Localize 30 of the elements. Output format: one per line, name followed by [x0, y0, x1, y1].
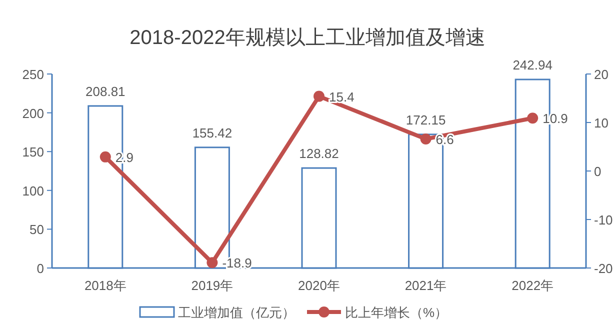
y2-tick-label: 0	[594, 164, 602, 179]
point	[100, 151, 111, 162]
y-tick-label: 250	[22, 67, 44, 82]
y-tick-label: 200	[22, 106, 44, 121]
x-tick-label: 2020年	[298, 278, 340, 293]
point	[206, 257, 218, 268]
y-tick-label: 50	[30, 222, 44, 238]
legend-label: 工业增加值（亿元）	[178, 305, 295, 320]
y-tick-label: 100	[22, 183, 44, 198]
y2-tick-label: -20	[594, 261, 613, 276]
point	[420, 133, 432, 144]
data-label: 208.81	[86, 84, 126, 99]
y2-tick-label: 10	[594, 116, 608, 130]
x-tick-label: 2021年	[404, 278, 447, 293]
y2-tick-label: 20	[594, 67, 608, 82]
y-tick-label: 0	[36, 261, 44, 276]
data-label: 242.94	[512, 57, 552, 72]
y2-tick-label: -10	[594, 212, 613, 228]
data-label: 155.42	[192, 125, 232, 140]
data-label: 128.82	[299, 146, 339, 162]
point	[527, 112, 538, 124]
data-label: 15.4	[329, 89, 354, 104]
legend-label: 比上年增长（%）	[345, 305, 448, 320]
point	[314, 90, 324, 102]
x-tick-label: 2018年	[84, 278, 126, 293]
data-label: 172.15	[406, 112, 446, 128]
x-tick-label: 2022年	[512, 278, 554, 293]
y-tick-label: 150	[22, 144, 44, 160]
chart-title: 2018-2022年规模以上工业增加值及增速	[130, 27, 486, 49]
x-tick-label: 2019年	[191, 278, 234, 293]
